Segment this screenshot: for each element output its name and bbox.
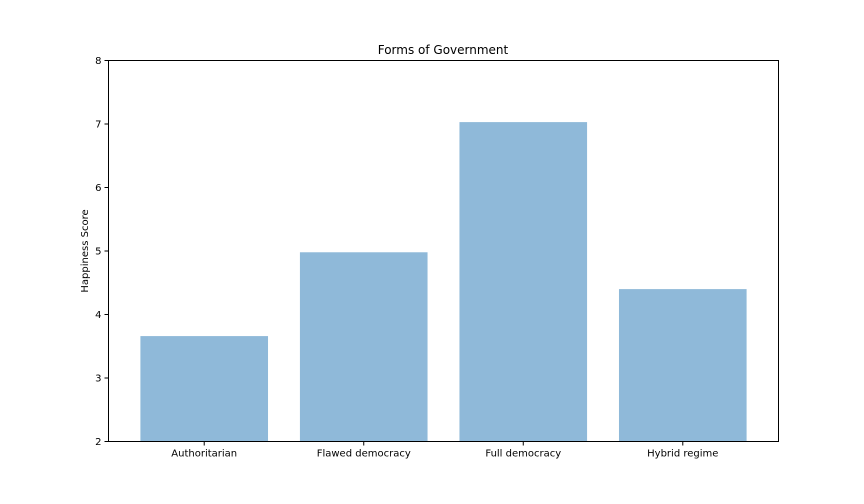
y-axis-label: Happiness Score — [80, 209, 91, 292]
y-axis-ticks: 2 3 4 5 6 7 8 — [95, 56, 109, 448]
bars-group — [140, 122, 747, 442]
bar-hybrid-regime — [618, 289, 747, 442]
y-tick-label: 2 — [95, 437, 101, 448]
bar-full-democracy — [459, 122, 588, 442]
chart-title: Forms of Government — [378, 43, 509, 57]
y-tick-label: 4 — [95, 310, 101, 321]
y-tick-label: 3 — [95, 374, 101, 385]
y-tick-label: 6 — [95, 183, 101, 194]
y-tick-label: 5 — [95, 247, 101, 258]
y-tick-label: 7 — [95, 120, 101, 131]
x-tick-label: Authoritarian — [171, 449, 237, 460]
x-axis-ticks: Authoritarian Flawed democracy Full democr… — [171, 441, 718, 460]
x-tick-label: Flawed democracy — [317, 449, 411, 460]
x-tick-label: Hybrid regime — [647, 449, 718, 460]
plot-area-frame — [108, 60, 779, 442]
x-tick-label: Full democracy — [485, 449, 561, 460]
y-tick-label: 8 — [95, 56, 101, 67]
bar-authoritarian — [140, 336, 269, 442]
bar-flawed-democracy — [299, 252, 428, 442]
